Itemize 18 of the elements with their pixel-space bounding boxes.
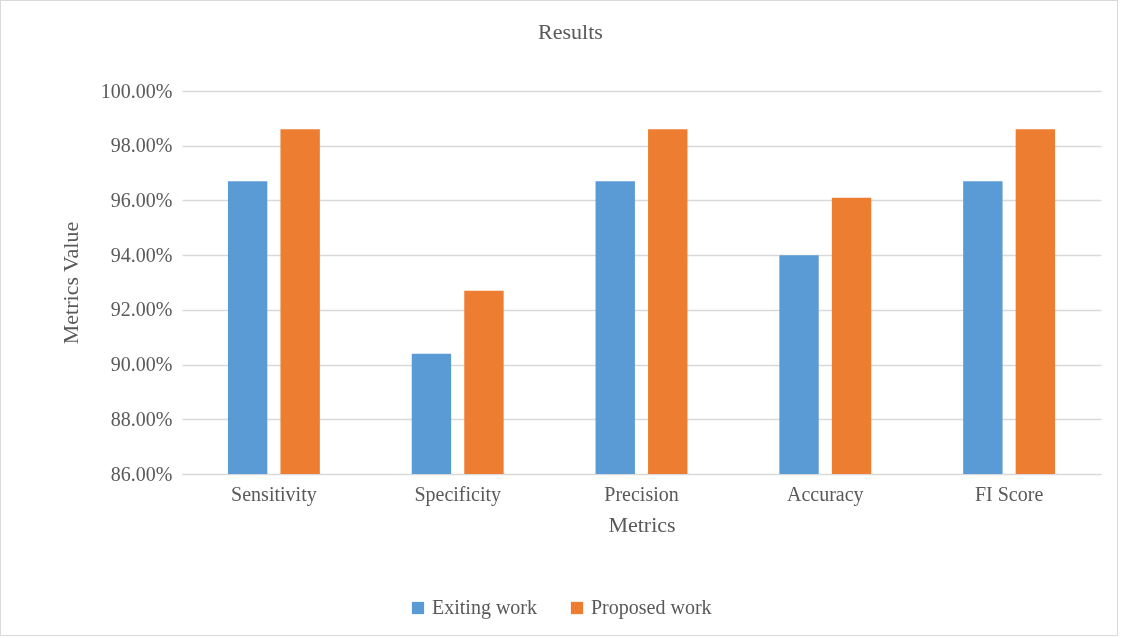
legend-label: Exiting work bbox=[432, 596, 537, 619]
y-tick-label: 96.00% bbox=[110, 188, 173, 211]
y-tick-label: 88.00% bbox=[110, 407, 173, 430]
y-tick-label: 86.00% bbox=[110, 462, 173, 485]
y-tick-label: 98.00% bbox=[110, 134, 173, 157]
y-axis-title: Metrics Value bbox=[57, 221, 83, 345]
x-tick-label: Sensitivity bbox=[231, 482, 317, 506]
y-tick-label: 100.00% bbox=[100, 79, 173, 102]
y-tick-label: 90.00% bbox=[110, 353, 173, 376]
x-tick-label: Accuracy bbox=[786, 482, 864, 506]
chart-title: Results bbox=[538, 19, 603, 44]
x-axis-title: Metrics bbox=[608, 511, 676, 537]
x-tick-label: Precision bbox=[604, 482, 679, 505]
y-tick-label: 92.00% bbox=[110, 298, 173, 321]
x-tick-label: FI Score bbox=[974, 482, 1044, 505]
x-tick-label: Specificity bbox=[414, 482, 502, 506]
legend-label: Proposed work bbox=[591, 596, 712, 619]
y-tick-label: 94.00% bbox=[110, 243, 173, 266]
